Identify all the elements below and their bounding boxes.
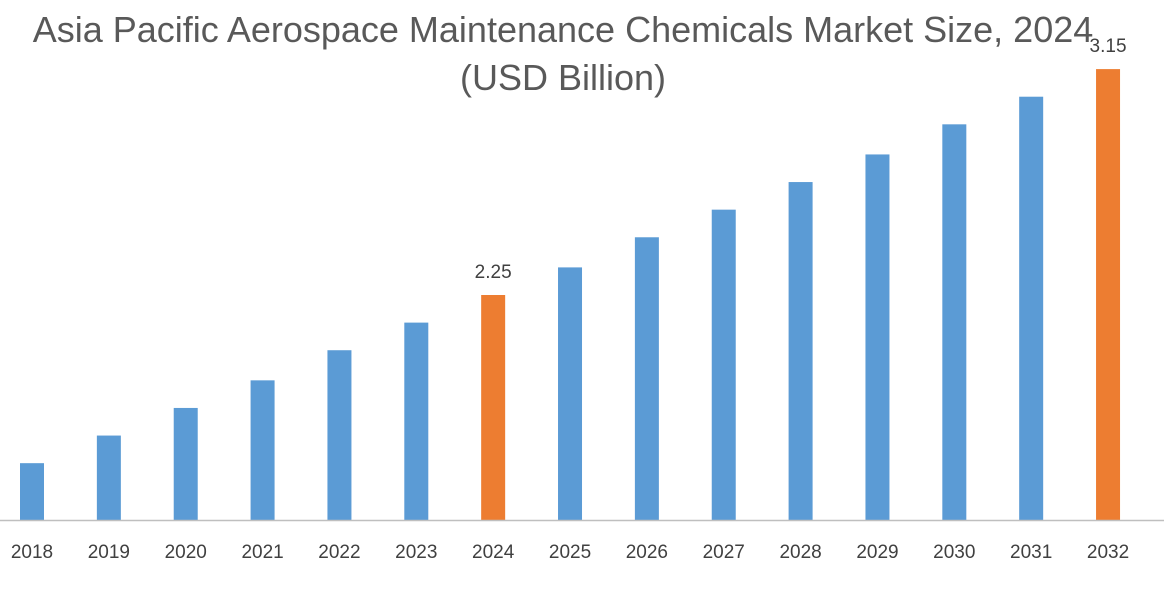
bar-2025 [558, 267, 583, 520]
x-tick-label: 2019 [88, 542, 130, 563]
x-tick-label: 2032 [1087, 542, 1129, 563]
bar-2021 [250, 380, 275, 520]
x-tick-label: 2025 [549, 542, 591, 563]
bar-2030 [942, 124, 967, 520]
data-label-2032: 3.15 [1090, 36, 1127, 57]
bar-2022 [327, 350, 352, 520]
bar-2032 [1096, 69, 1121, 520]
x-tick-label: 2018 [11, 542, 53, 563]
bar-2020 [173, 407, 198, 520]
x-tick-label: 2020 [165, 542, 207, 563]
bar-2028 [788, 182, 813, 521]
bar-2023 [404, 322, 429, 520]
bar-2029 [865, 154, 890, 520]
x-tick-label: 2031 [1010, 542, 1052, 563]
x-tick-label: 2026 [626, 542, 668, 563]
bar-2018 [20, 463, 44, 520]
data-label-2024: 2.25 [475, 262, 512, 283]
x-tick-label: 2024 [472, 542, 515, 563]
x-tick-label: 2023 [395, 542, 437, 563]
x-tick-label: 2027 [703, 542, 745, 563]
chart-title: Asia Pacific Aerospace Maintenance Chemi… [32, 9, 1094, 98]
x-tick-label: 2028 [779, 542, 821, 563]
x-tick-label: 2021 [241, 542, 283, 563]
x-tick-label: 2030 [933, 542, 975, 563]
bar-2019 [96, 435, 121, 520]
x-tick-label: 2022 [318, 542, 360, 563]
bar-2031 [1019, 96, 1044, 521]
bar-2026 [634, 237, 659, 520]
x-tick-label: 2029 [856, 542, 898, 563]
bar-2024 [481, 295, 506, 520]
bar-2027 [711, 209, 736, 520]
